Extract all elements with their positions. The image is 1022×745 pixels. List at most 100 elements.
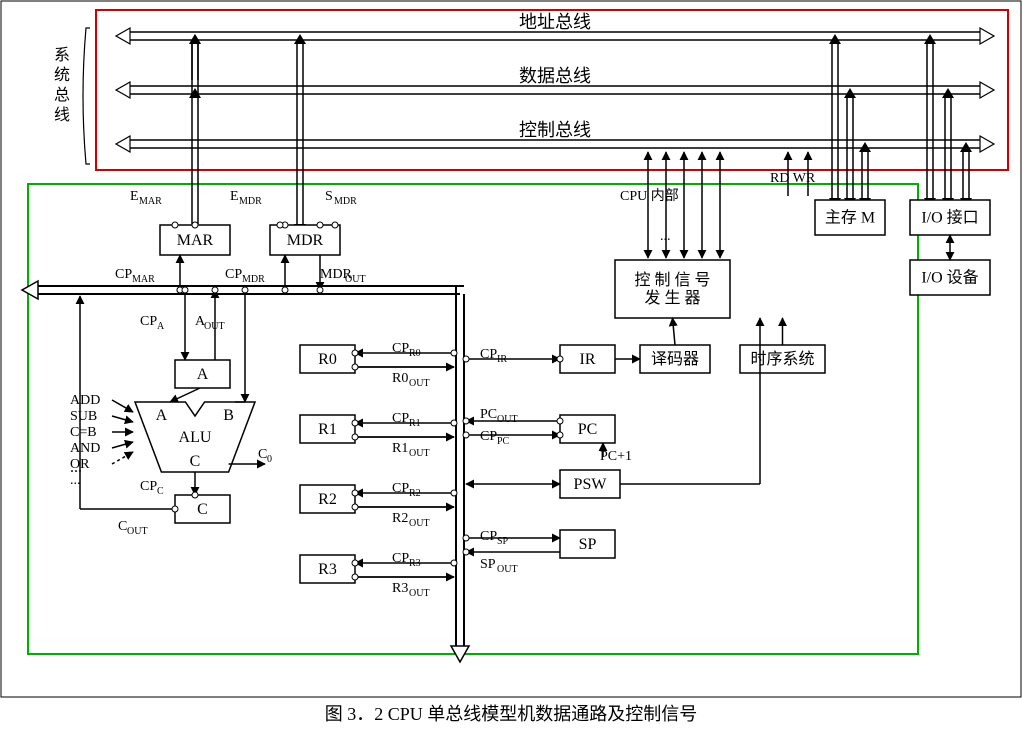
svg-text:CP: CP: [480, 429, 497, 444]
svg-text:系: 系: [54, 46, 70, 64]
svg-text:CP: CP: [115, 267, 132, 282]
svg-text:R3: R3: [409, 558, 421, 569]
svg-text:R2: R2: [392, 511, 408, 526]
svg-text:E: E: [230, 189, 239, 204]
svg-text:A: A: [156, 407, 168, 424]
svg-text:SP: SP: [497, 536, 509, 547]
svg-text:SP: SP: [480, 557, 496, 572]
bus-地址总线: 地址总线: [116, 12, 994, 44]
block-MEM: 主存 M: [815, 200, 885, 235]
svg-text:CP: CP: [140, 314, 157, 329]
svg-text:控 制 信 号: 控 制 信 号: [634, 271, 710, 289]
svg-text:CP: CP: [392, 481, 409, 496]
block-SP: SP: [560, 530, 615, 558]
svg-text:C: C: [197, 501, 208, 518]
block-MAR: MAR: [160, 225, 230, 255]
svg-text:IR: IR: [497, 354, 507, 365]
block-PSW: PSW: [560, 470, 620, 498]
bus-数据总线: 数据总线: [116, 66, 994, 98]
svg-text:I/O 设备: I/O 设备: [921, 269, 978, 287]
svg-text:R0: R0: [392, 371, 408, 386]
svg-text:MDR: MDR: [334, 196, 357, 207]
svg-text:MDR: MDR: [287, 232, 324, 249]
block-MDR: MDR: [270, 225, 340, 255]
svg-text:线: 线: [54, 106, 70, 124]
svg-text:OUT: OUT: [497, 564, 518, 575]
svg-text:...: ...: [660, 229, 671, 244]
svg-text:CP: CP: [140, 479, 157, 494]
svg-text:PC: PC: [497, 436, 510, 447]
svg-text:S: S: [325, 189, 333, 204]
svg-text:E: E: [130, 189, 139, 204]
block-R1: R1: [300, 415, 355, 443]
svg-text:OUT: OUT: [409, 448, 430, 459]
svg-text:OUT: OUT: [204, 321, 225, 332]
svg-text:A: A: [157, 321, 165, 332]
svg-text:C=B: C=B: [70, 425, 97, 440]
svg-text:SP: SP: [579, 536, 597, 553]
block-IOIF: I/O 接口: [910, 200, 990, 235]
svg-text:RD WR: RD WR: [770, 171, 816, 186]
svg-text:OUT: OUT: [409, 588, 430, 599]
svg-text:R2: R2: [318, 491, 337, 508]
svg-text:ALU: ALU: [179, 429, 212, 446]
svg-text:AND: AND: [70, 441, 100, 456]
svg-text:发 生 器: 发 生 器: [644, 289, 700, 307]
block-CTRL: 控 制 信 号发 生 器: [615, 260, 730, 318]
svg-text:R0: R0: [318, 351, 337, 368]
svg-text:PSW: PSW: [574, 476, 608, 493]
svg-text:B: B: [223, 407, 234, 424]
svg-text:MAR: MAR: [139, 196, 162, 207]
svg-text:地址总线: 地址总线: [519, 12, 591, 32]
svg-text:R0: R0: [409, 348, 421, 359]
red_box: [96, 10, 1008, 170]
svg-text:统: 统: [54, 66, 70, 84]
svg-text:C: C: [157, 486, 164, 497]
block-R3: R3: [300, 555, 355, 583]
svg-text:R3: R3: [318, 561, 337, 578]
svg-text:PC: PC: [480, 407, 497, 422]
svg-text:PC: PC: [578, 421, 598, 438]
svg-text:R3: R3: [392, 581, 408, 596]
block-R2: R2: [300, 485, 355, 513]
svg-text:总: 总: [54, 86, 70, 104]
svg-text:0: 0: [267, 454, 272, 465]
svg-text:数据总线: 数据总线: [519, 66, 591, 86]
svg-text:译码器: 译码器: [651, 350, 699, 368]
block-R0: R0: [300, 345, 355, 373]
svg-text:R1: R1: [392, 441, 408, 456]
svg-text:CP: CP: [392, 411, 409, 426]
svg-text:C: C: [118, 519, 127, 534]
svg-text:ADD: ADD: [70, 393, 100, 408]
svg-text:CP: CP: [392, 551, 409, 566]
svg-text:R2: R2: [409, 488, 421, 499]
svg-text:OUT: OUT: [409, 518, 430, 529]
block-PC: PC: [560, 415, 615, 443]
svg-text:CP: CP: [225, 267, 242, 282]
svg-text:I/O 接口: I/O 接口: [921, 209, 978, 227]
svg-text:CP: CP: [480, 347, 497, 362]
svg-text:OUT: OUT: [127, 526, 148, 537]
block-IODEV: I/O 设备: [910, 260, 990, 295]
svg-text:CPU 内部: CPU 内部: [620, 188, 679, 204]
svg-text:MDR: MDR: [239, 196, 262, 207]
svg-text:控制总线: 控制总线: [519, 120, 591, 140]
block-TIMING: 时序系统: [740, 345, 825, 373]
svg-text:R1: R1: [409, 418, 421, 429]
svg-text:主存 M: 主存 M: [825, 209, 875, 227]
svg-text:R1: R1: [318, 421, 337, 438]
alu: A B ALU C: [135, 402, 255, 472]
block-DEC: 译码器: [640, 345, 710, 373]
svg-text:OUT: OUT: [345, 274, 366, 285]
svg-text:MAR: MAR: [177, 232, 214, 249]
svg-text:IR: IR: [580, 351, 596, 368]
svg-text:SUB: SUB: [70, 409, 97, 424]
svg-text:C: C: [258, 447, 267, 462]
svg-text:MDR: MDR: [242, 274, 265, 285]
svg-text:MAR: MAR: [132, 274, 155, 285]
svg-text:CP: CP: [392, 341, 409, 356]
block-A: A: [175, 360, 230, 388]
svg-text:C: C: [190, 453, 201, 470]
svg-text:CP: CP: [480, 529, 497, 544]
svg-text:...: ...: [70, 473, 81, 488]
